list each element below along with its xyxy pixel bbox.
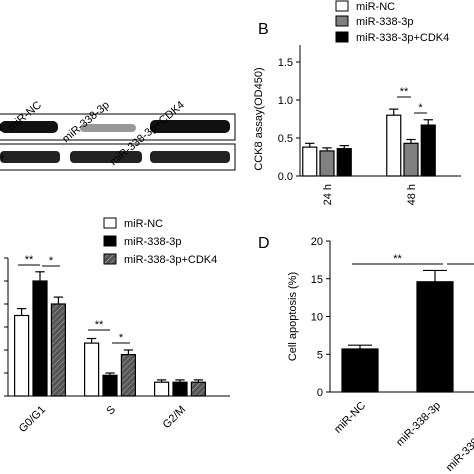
legend-label: miR-NC (124, 218, 163, 230)
bar (319, 150, 335, 177)
panel-letter: B (258, 21, 269, 38)
x-tick-label: miR-NC (332, 400, 368, 436)
row-label: H (0, 152, 4, 164)
y-tick-label: 0 (317, 387, 323, 399)
panel-letter: D (258, 235, 270, 252)
legend-swatch (335, 31, 349, 43)
chart-panel: B CCK8 assay(OD450) 0.0 0.5 1.0 1.5 24 h 48 h mi… (253, 0, 461, 205)
x-tick-label: G0/G1 (17, 404, 48, 435)
blot-frame (0, 113, 236, 141)
bar (302, 146, 318, 177)
legend-label: miR-338-3p (124, 236, 181, 248)
band (0, 151, 60, 163)
bar (416, 281, 454, 393)
bar (32, 280, 48, 397)
bar (120, 354, 137, 397)
significance-label: * (49, 255, 54, 267)
bar (420, 124, 436, 177)
bar (336, 148, 352, 177)
band (70, 151, 142, 163)
legend-label: miR-338-3p+CDK4 (356, 32, 449, 44)
x-tick-label: S (104, 404, 118, 418)
y-tick-label: 0.5 (278, 133, 293, 145)
bar (386, 114, 402, 177)
y-tick-label: 15 (311, 274, 323, 286)
bar (403, 142, 419, 177)
legend-label: miR-NC (356, 1, 395, 13)
y-tick-label: 20 (311, 236, 323, 248)
bar (341, 348, 379, 393)
y-axis-label: CCK8 assay(OD450) (253, 67, 265, 170)
band (150, 151, 230, 163)
significance-label: ** (95, 319, 104, 331)
blot-frame (0, 143, 236, 171)
chart-panel: G0/G1 S G2/M miR-NC miR-338-3p miR-338-3p+CDK… (4, 217, 230, 435)
bar (50, 303, 67, 397)
y-tick-label: 1.0 (278, 95, 293, 107)
bar (14, 314, 30, 397)
x-tick-label: miR-338-3p+CDK4 (444, 400, 474, 474)
blot-panel (0, 113, 236, 171)
x-tick-label: miR-338-3p (394, 400, 443, 449)
y-tick-label: 5 (317, 349, 323, 361)
y-axis-label: Cell apoptosis (%) (287, 272, 299, 361)
bar (102, 374, 118, 397)
legend-swatch (335, 15, 349, 27)
x-tick-label: G2/M (161, 404, 189, 432)
band (150, 120, 230, 133)
significance-label: * (119, 332, 124, 344)
legend-swatch (103, 253, 117, 265)
bar (154, 381, 170, 397)
legend-label: miR-338-3p+CDK4 (124, 254, 217, 266)
significance-label: ** (393, 253, 402, 265)
significance-label: ** (25, 254, 34, 266)
band (0, 121, 58, 133)
legend-swatch (103, 217, 117, 229)
y-tick-label: 1.5 (278, 57, 293, 69)
significance-label: * (418, 102, 423, 114)
x-tick-label: 48 h (406, 184, 418, 205)
bar (172, 381, 188, 397)
bar (190, 381, 206, 397)
bar (83, 342, 100, 397)
legend-swatch (335, 0, 349, 12)
x-tick-label: 24 h (322, 184, 334, 205)
legend-swatch (103, 235, 117, 247)
significance-label: ** (400, 86, 409, 98)
chart-panel: D Cell apoptosis (%) 0 5 10 15 20 miR-NC miR-338… (258, 235, 474, 474)
legend-label: miR-338-3p (356, 16, 413, 28)
y-tick-label: 10 (311, 312, 323, 324)
y-tick-label: 0.0 (278, 171, 293, 183)
lane-label: miR-338-3p (60, 99, 112, 145)
band (80, 124, 136, 132)
row-label: 4 (0, 122, 2, 134)
